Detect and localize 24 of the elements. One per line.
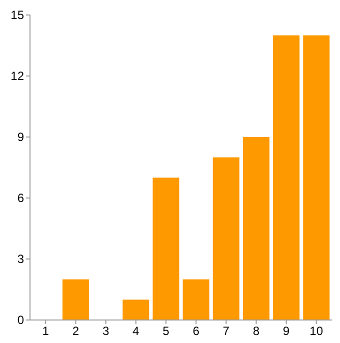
x-tick-label: 10 [310,324,324,338]
y-tick-label: 6 [17,191,24,206]
x-tick-label: 7 [222,324,230,338]
x-tick-label: 5 [162,324,170,338]
y-tick-label: 9 [17,130,24,144]
bar [152,178,180,320]
bar [303,35,330,320]
bar [122,300,150,320]
x-tick-label: 4 [132,324,140,338]
x-tick-label: 1 [42,324,50,338]
y-tick-label: 15 [10,8,24,22]
bar [62,279,89,320]
y-tick-label: 12 [10,69,24,84]
x-tick-label: 9 [282,324,290,338]
x-tick-label: 3 [102,324,110,338]
x-tick-label: 8 [252,324,260,338]
bar [212,157,240,320]
y-tick-label: 3 [17,252,24,266]
bar [242,137,270,320]
bar [273,35,300,320]
x-tick-label: 6 [192,324,200,338]
x-tick-label: 2 [72,324,80,338]
y-tick-label: 0 [17,313,24,328]
bar [182,279,210,320]
